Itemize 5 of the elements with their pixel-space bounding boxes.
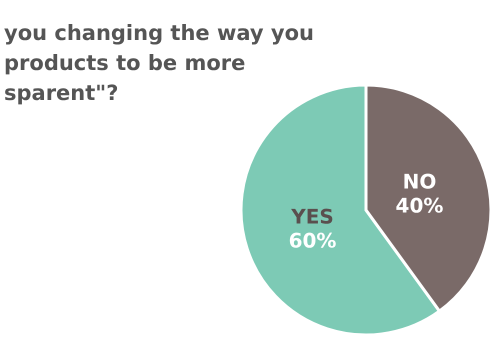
data-label: 40% xyxy=(396,194,444,218)
data-label: 60% xyxy=(288,228,336,252)
slice-label: YES xyxy=(290,204,334,228)
chart-title: you changing the way you products to be more sparent"? xyxy=(4,21,314,105)
slice-label: NO xyxy=(402,170,436,194)
